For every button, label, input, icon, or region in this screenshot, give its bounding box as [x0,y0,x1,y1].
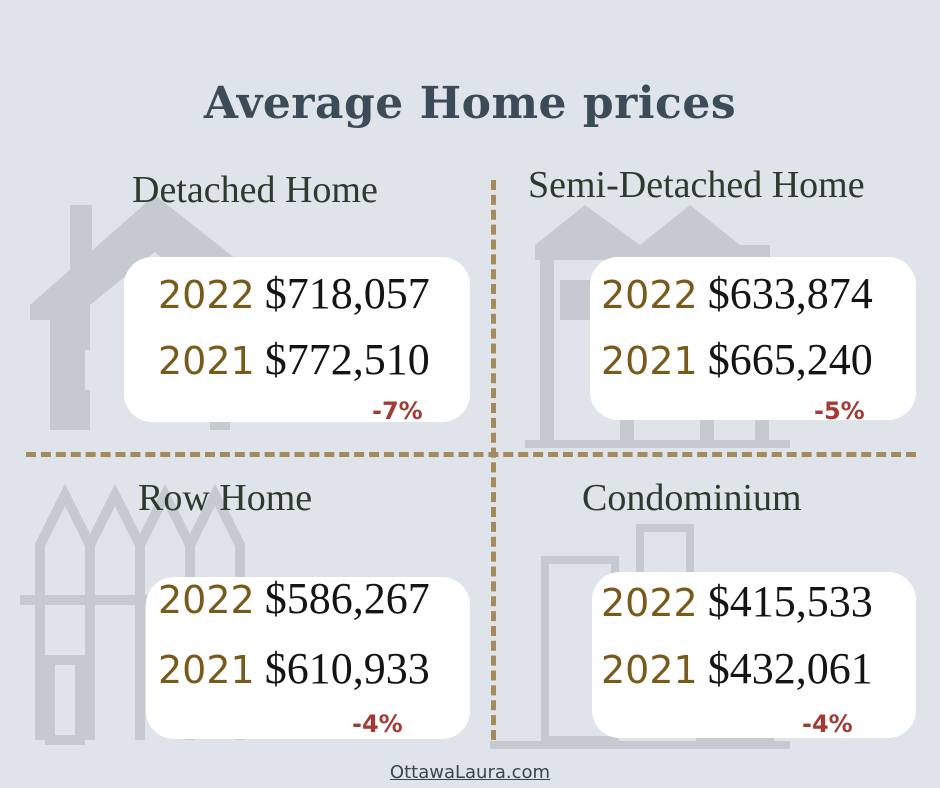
row-home-title: Row Home [138,477,313,519]
price-value: $718,057 [264,269,430,318]
price-value: $665,240 [707,335,873,384]
semi-detached-change-badge: -5% [814,397,865,425]
price-value: $610,933 [264,644,430,693]
condominium-price-card [592,572,916,738]
semi-detached-home-title: Semi-Detached Home [528,164,865,206]
year-label: 2021 [601,648,698,692]
footer-website-link[interactable]: OttawaLaura.com [0,762,940,783]
detached-row-2022: 2022 $718,057 [158,268,430,319]
horizontal-divider [26,452,916,457]
year-label: 2022 [158,273,255,317]
year-label: 2021 [158,339,255,383]
detached-change-badge: -7% [372,397,423,425]
detached-home-title: Detached Home [132,169,378,211]
price-value: $772,510 [264,335,430,384]
year-label: 2022 [158,578,255,622]
row-home-price-card [146,577,470,739]
condominium-change-badge: -4% [802,710,853,738]
price-value: $432,061 [707,644,873,693]
semi-detached-row-2022: 2022 $633,874 [601,268,873,319]
row-home-row-2021: 2021 $610,933 [158,643,430,694]
price-value: $415,533 [707,577,873,626]
footer-text[interactable]: OttawaLaura.com [389,762,551,783]
vertical-divider [491,180,496,740]
year-label: 2021 [601,339,698,383]
detached-row-2021: 2021 $772,510 [158,334,430,385]
detached-price-card [124,257,470,422]
year-label: 2022 [601,273,698,317]
year-label: 2021 [158,648,255,692]
condominium-row-2022: 2022 $415,533 [601,576,873,627]
year-label: 2022 [601,581,698,625]
semi-detached-price-card [590,257,916,420]
price-value: $586,267 [264,574,430,623]
condominium-row-2021: 2021 $432,061 [601,643,873,694]
row-home-row-2022: 2022 $586,267 [158,573,430,624]
detached-house-icon [30,195,250,430]
page-title: Average Home prices [203,78,737,129]
row-home-change-badge: -4% [352,710,403,738]
condominium-title: Condominium [582,477,802,519]
price-value: $633,874 [707,269,873,318]
semi-detached-row-2021: 2021 $665,240 [601,334,873,385]
